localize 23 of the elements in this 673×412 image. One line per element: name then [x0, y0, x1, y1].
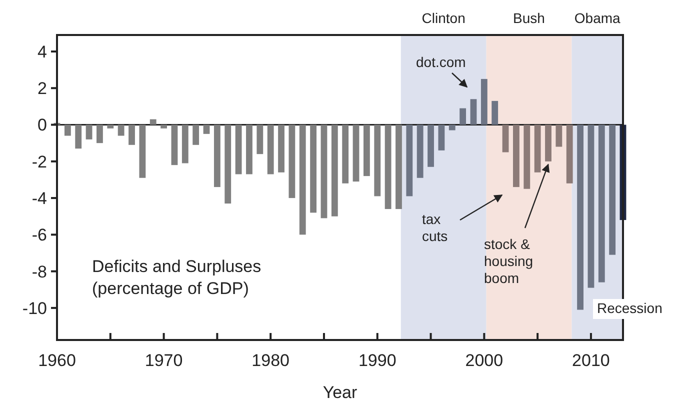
band-label: Obama	[574, 10, 621, 26]
y-tick-label: -8	[32, 262, 47, 282]
x-tick-label: 1990	[358, 351, 396, 370]
annotation: stock & housing boom	[484, 236, 534, 286]
y-tick-label: 2	[38, 79, 47, 98]
x-axis-title: Year	[322, 383, 358, 402]
y-tick-label: -6	[32, 226, 47, 245]
band-label: Clinton	[422, 10, 466, 26]
y-tick-label: 0	[38, 116, 47, 135]
x-tick-label: 1970	[144, 351, 183, 370]
annotation: tax cuts	[422, 211, 448, 244]
text: Deficits and Surpluses (percentage of GDP)	[92, 257, 262, 298]
y-tick-label: -4	[32, 188, 47, 208]
x-tick-label: 2010	[572, 351, 610, 370]
x-tick-label: 2000	[465, 351, 504, 370]
x-tick-label: 1980	[252, 351, 290, 370]
annotation: dot.com	[416, 54, 466, 70]
y-tick-label: -2	[32, 152, 47, 172]
y-tick-label: -10	[22, 298, 47, 318]
band-label: Bush	[513, 10, 545, 26]
y-tick-label: 4	[38, 42, 47, 62]
x-tick-label: 1960	[38, 351, 76, 370]
annotation: Recession	[597, 300, 662, 316]
